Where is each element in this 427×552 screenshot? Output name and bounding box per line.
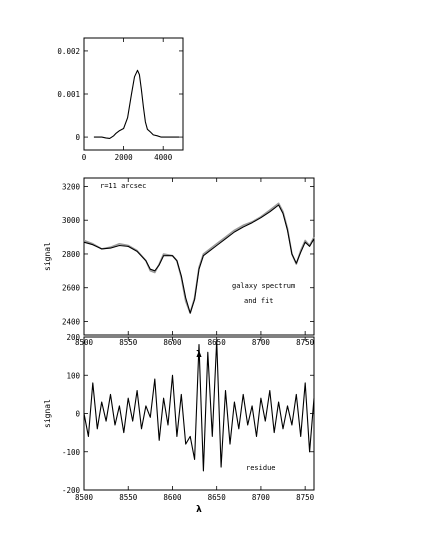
y-tick-label: 3000 <box>62 216 81 225</box>
y-tick-label: 200 <box>66 333 80 342</box>
x-tick-label: 8600 <box>163 493 182 502</box>
x-tick-label: 8500 <box>75 493 94 502</box>
y-tick-label: 100 <box>66 371 80 380</box>
x-tick-label: 8550 <box>119 338 138 347</box>
x-tick-label: 8700 <box>252 493 271 502</box>
y-tick-label: 3200 <box>62 182 81 191</box>
y-axis-label: signal <box>43 242 52 271</box>
annotation: r=11 arcsec <box>100 182 146 190</box>
y-tick-label: 2600 <box>62 284 81 293</box>
plot-frame <box>83 177 315 336</box>
spectrum-panel: 8500 8550 8600 8650 8700 87502400260028003000… <box>43 177 315 360</box>
plot-frame <box>83 37 184 151</box>
series-line-0 <box>83 202 315 314</box>
x-tick-label: 8750 <box>296 338 315 347</box>
y-tick-label: -200 <box>62 486 81 495</box>
annotation: galaxy spectrum <box>232 282 295 290</box>
residue-panel: 8500 8550 8600 8650 8700 8750 -200 -100 0 100 200 s… <box>43 333 315 515</box>
x-tick-label: 0 <box>82 153 87 162</box>
y-tick-label: 0.002 <box>57 47 80 56</box>
series-line-0 <box>93 69 179 139</box>
y-tick-label: 2400 <box>62 317 81 326</box>
series-line-0 <box>83 340 315 472</box>
x-tick-label: 8600 <box>163 338 182 347</box>
x-tick-label: 4000 <box>154 153 173 162</box>
kernel-panel: 0 2000 4000 0 0.001 0.002 <box>57 37 184 162</box>
annotation: and fit <box>244 297 274 305</box>
x-tick-label: 2000 <box>115 153 134 162</box>
x-tick-label: 8750 <box>296 493 315 502</box>
y-tick-label: -100 <box>62 448 81 457</box>
y-axis-label: signal <box>43 399 52 428</box>
x-tick-label: 8550 <box>119 493 138 502</box>
x-axis-label: λ <box>196 505 202 515</box>
annotation: residue <box>246 464 276 472</box>
y-tick-label: 2800 <box>62 250 81 259</box>
x-tick-label: 8650 <box>208 493 227 502</box>
x-tick-label: 8700 <box>252 338 271 347</box>
y-tick-label: 0 <box>75 410 80 419</box>
y-tick-label: 0.001 <box>57 90 80 99</box>
y-tick-label: 0 <box>75 133 80 142</box>
series-line-1 <box>83 204 315 314</box>
